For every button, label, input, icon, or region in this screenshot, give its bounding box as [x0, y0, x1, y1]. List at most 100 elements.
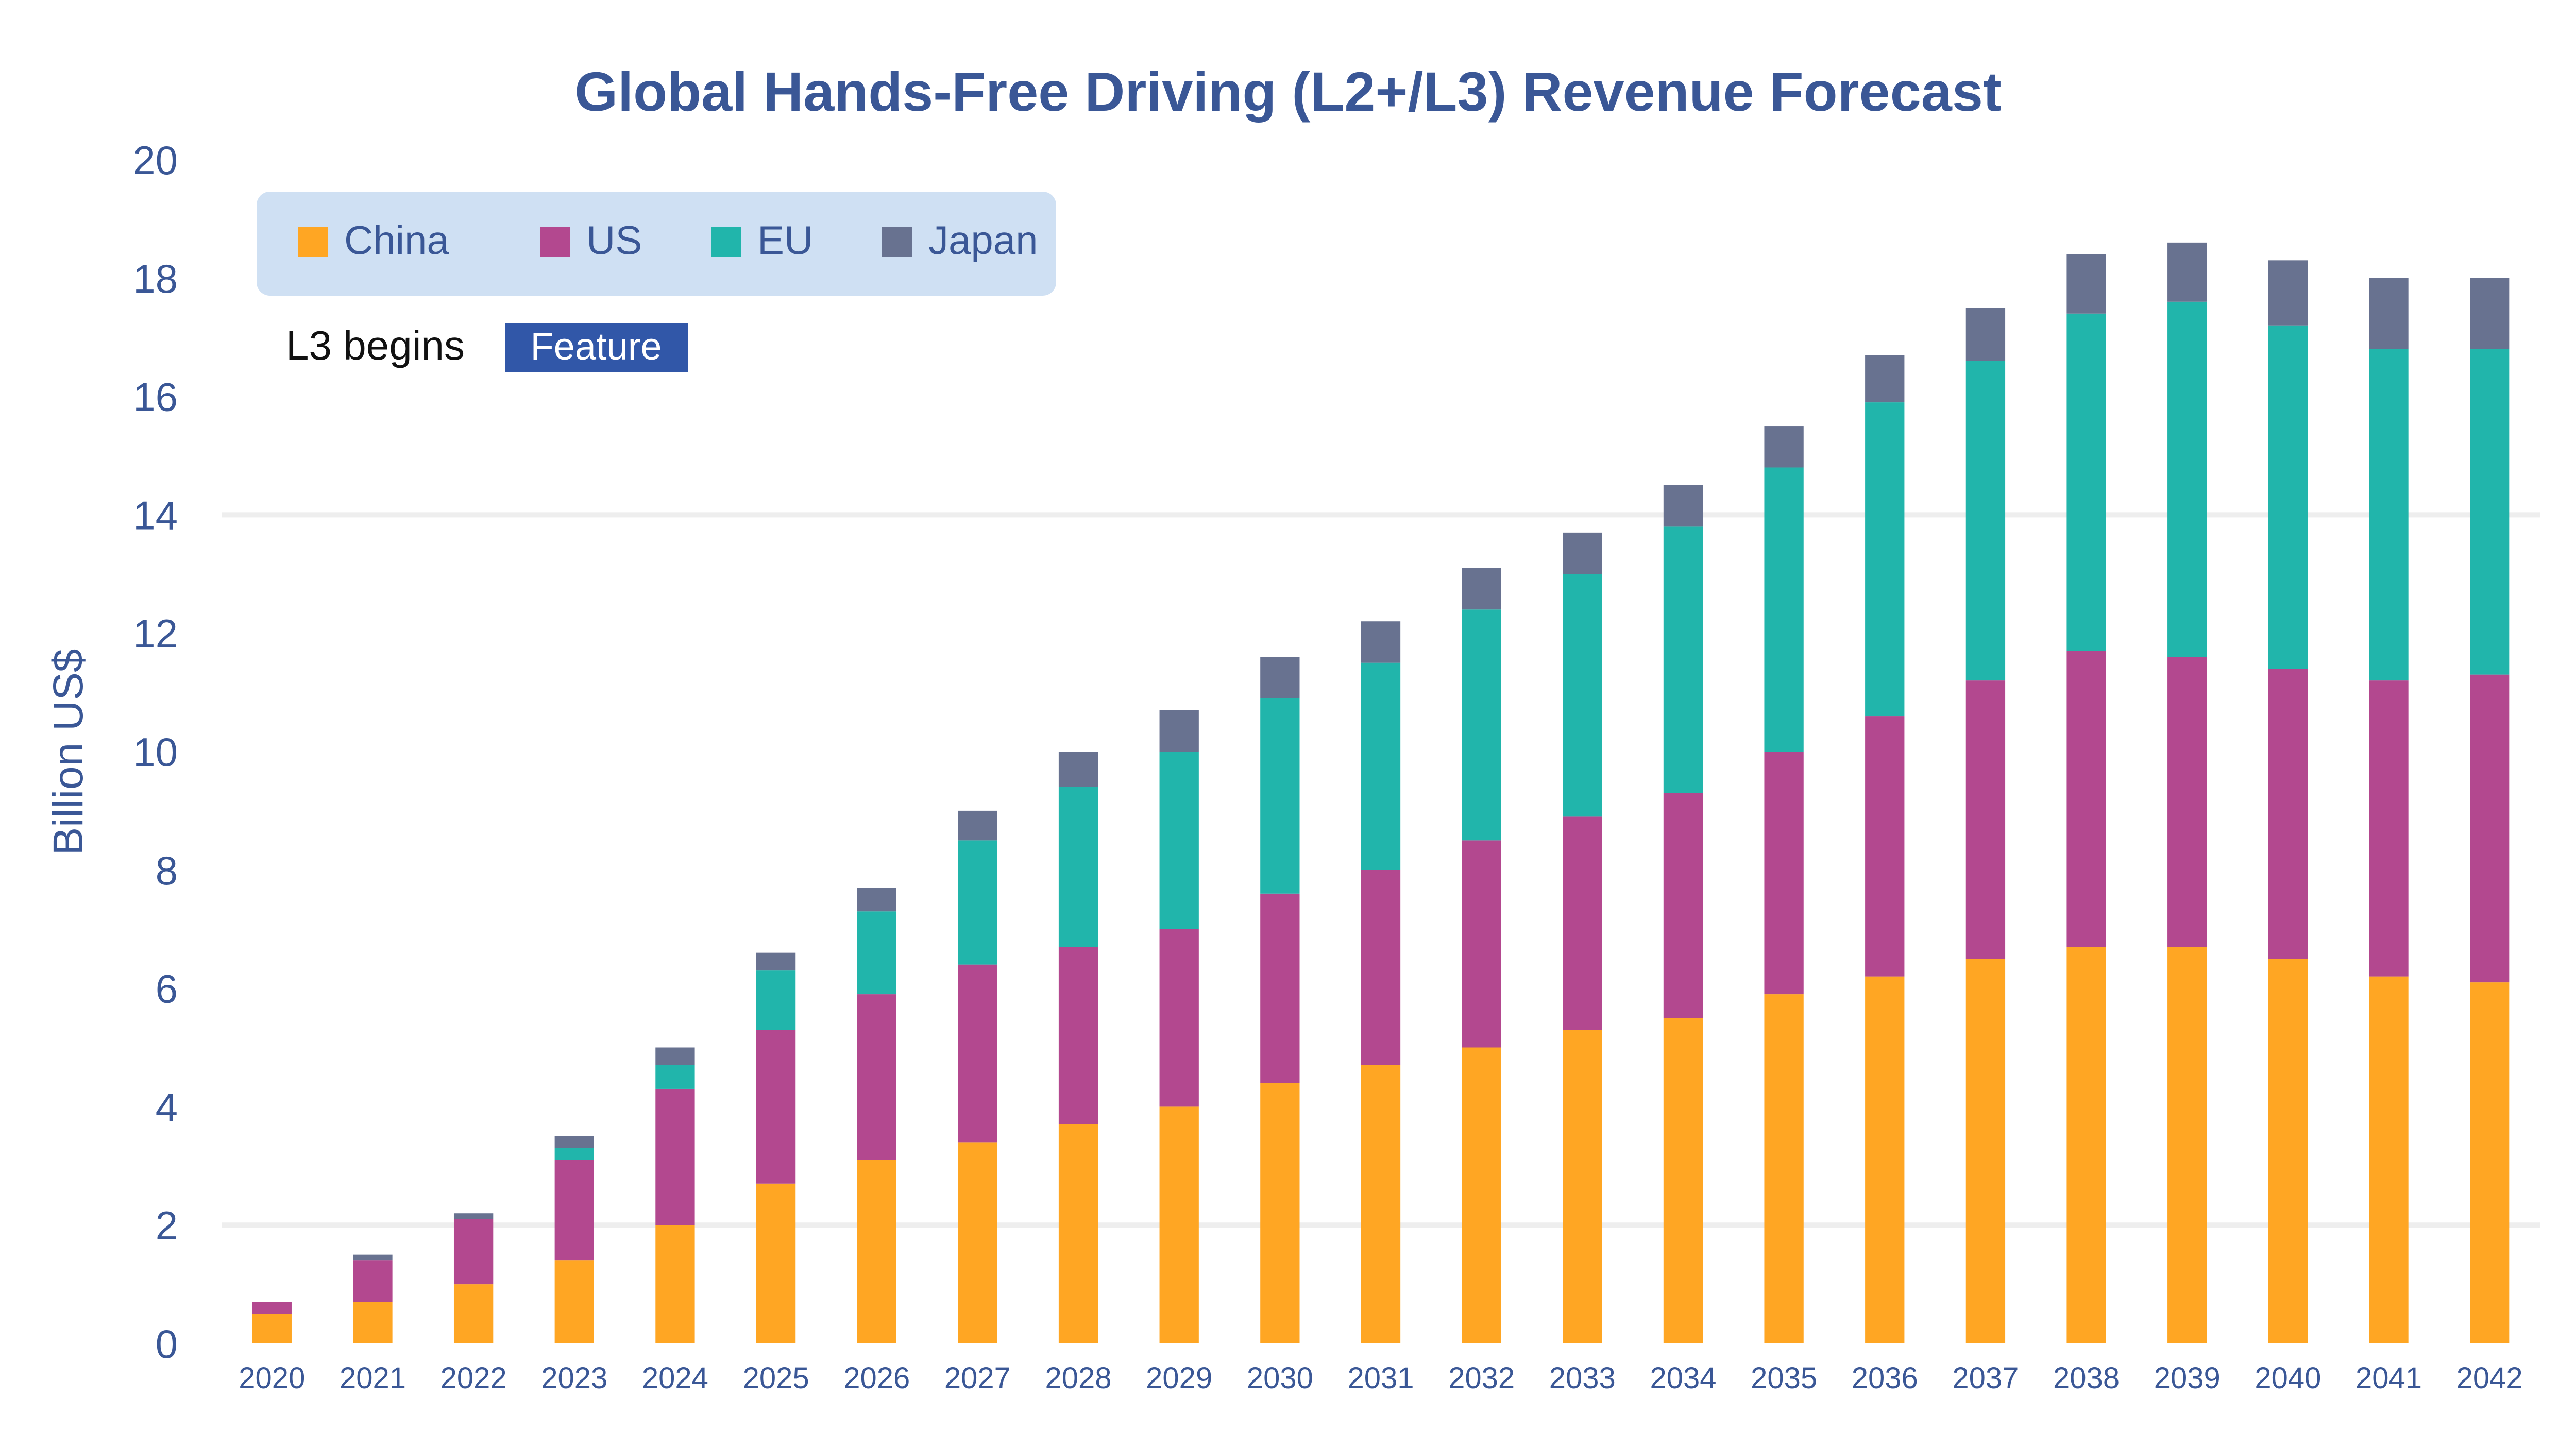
bar-eu-2034	[1663, 526, 1703, 793]
bar-us-2036	[1865, 716, 1905, 977]
bar-china-2033	[1563, 1030, 1602, 1343]
x-tick-label: 2037	[1952, 1361, 2019, 1395]
y-tick-label: 12	[133, 611, 178, 656]
bar-japan-2035	[1764, 426, 1804, 468]
bar-us-2033	[1563, 816, 1602, 1030]
bar-us-2039	[2167, 657, 2207, 947]
bar-us-2032	[1462, 840, 1501, 1048]
x-tick-label: 2032	[1448, 1361, 1515, 1395]
x-tick-label: 2039	[2154, 1361, 2221, 1395]
bar-japan-2032	[1462, 568, 1501, 610]
bar-japan-2042	[2470, 278, 2510, 349]
bar-us-2040	[2268, 669, 2308, 959]
bar-eu-2036	[1865, 402, 1905, 717]
bar-us-2034	[1663, 793, 1703, 1018]
bar-eu-2031	[1361, 662, 1401, 870]
bar-china-2029	[1159, 1106, 1199, 1343]
bar-japan-2028	[1058, 752, 1098, 787]
bar-us-2025	[756, 1030, 796, 1184]
x-tick-label: 2029	[1146, 1361, 1212, 1395]
bar-eu-2042	[2470, 349, 2510, 675]
bar-eu-2029	[1159, 752, 1199, 929]
x-tick-label: 2040	[2255, 1361, 2321, 1395]
bar-eu-2025	[756, 970, 796, 1030]
x-tick-label: 2026	[843, 1361, 910, 1395]
bar-china-2023	[554, 1260, 594, 1343]
x-tick-label: 2024	[642, 1361, 708, 1395]
feature-badge	[505, 323, 688, 372]
legend-swatch-china	[298, 227, 328, 257]
y-axis-title: Billion US$	[45, 649, 92, 855]
bar-us-2022	[453, 1219, 494, 1285]
bar-japan-2030	[1260, 657, 1300, 698]
x-tick-label: 2031	[1347, 1361, 1414, 1395]
bar-china-2034	[1663, 1018, 1703, 1343]
x-tick-label: 2034	[1650, 1361, 1716, 1395]
bar-japan-2040	[2268, 260, 2308, 326]
bar-china-2041	[2369, 976, 2409, 1343]
y-tick-label: 2	[156, 1203, 178, 1248]
bar-eu-2032	[1462, 609, 1501, 841]
legend-label-eu: EU	[757, 217, 813, 263]
legend-label-china: China	[344, 217, 449, 263]
bar-us-2026	[857, 994, 896, 1160]
x-tick-label: 2035	[1751, 1361, 1817, 1395]
y-tick-label: 10	[133, 729, 178, 775]
x-tick-label: 2036	[1852, 1361, 1918, 1395]
bar-eu-2040	[2268, 325, 2308, 669]
x-tick-label: 2022	[440, 1361, 507, 1395]
y-tick-label: 20	[133, 138, 178, 183]
bar-us-2029	[1159, 929, 1199, 1107]
bar-china-2039	[2167, 947, 2207, 1343]
bar-china-2026	[857, 1160, 896, 1343]
legend: China US EU Japan	[257, 192, 1056, 296]
x-tick-label: 2041	[2355, 1361, 2422, 1395]
bar-china-2027	[958, 1142, 997, 1343]
x-tick-label: 2038	[2053, 1361, 2120, 1395]
bar-china-2020	[252, 1314, 292, 1343]
bar-japan-2033	[1563, 532, 1602, 574]
bar-china-2028	[1058, 1124, 1098, 1343]
bar-eu-2028	[1058, 787, 1098, 947]
x-tick-label: 2027	[944, 1361, 1011, 1395]
legend-swatch-us	[540, 227, 570, 257]
bar-china-2037	[1965, 959, 2006, 1343]
bar-china-2024	[655, 1225, 695, 1343]
bar-japan-2023	[554, 1136, 594, 1148]
legend-label-us: US	[586, 217, 642, 263]
bar-japan-2039	[2167, 242, 2207, 302]
y-tick-label: 6	[156, 966, 178, 1012]
bar-eu-2026	[857, 911, 896, 995]
legend-items: China US EU Japan	[298, 217, 1038, 263]
bar-us-2027	[958, 964, 997, 1143]
x-tick-label: 2033	[1549, 1361, 1616, 1395]
bar-us-2020	[252, 1302, 292, 1314]
chart-title: Global Hands-Free Driving (L2+/L3) Reven…	[574, 60, 2002, 123]
bar-eu-2030	[1260, 698, 1300, 894]
bar-china-2021	[353, 1302, 393, 1343]
bar-china-2035	[1764, 994, 1804, 1343]
bar-eu-2039	[2167, 301, 2207, 657]
bar-japan-2036	[1865, 355, 1905, 403]
bar-japan-2022	[453, 1213, 494, 1219]
bar-us-2023	[554, 1160, 594, 1261]
y-tick-label: 14	[133, 492, 178, 538]
bar-japan-2021	[353, 1254, 393, 1261]
feature-badge-label: Feature	[530, 325, 662, 368]
x-tick-label: 2021	[340, 1361, 406, 1395]
bar-china-2038	[2066, 947, 2106, 1343]
x-ticks: 2020 2021 2022 2023 2024 2025 2026 2027 2028 2029…	[239, 1361, 2522, 1395]
x-tick-label: 2020	[239, 1361, 305, 1395]
legend-label-japan: Japan	[928, 217, 1038, 263]
bar-us-2031	[1361, 870, 1401, 1065]
bar-us-2041	[2369, 680, 2409, 977]
annotation: L3 begins Feature	[286, 322, 688, 372]
y-tick-label: 0	[156, 1321, 178, 1367]
bar-eu-2027	[958, 840, 997, 965]
bar-china-2022	[453, 1284, 494, 1343]
y-tick-label: 16	[133, 374, 178, 420]
bar-japan-2025	[756, 952, 796, 971]
bar-china-2032	[1462, 1047, 1501, 1343]
